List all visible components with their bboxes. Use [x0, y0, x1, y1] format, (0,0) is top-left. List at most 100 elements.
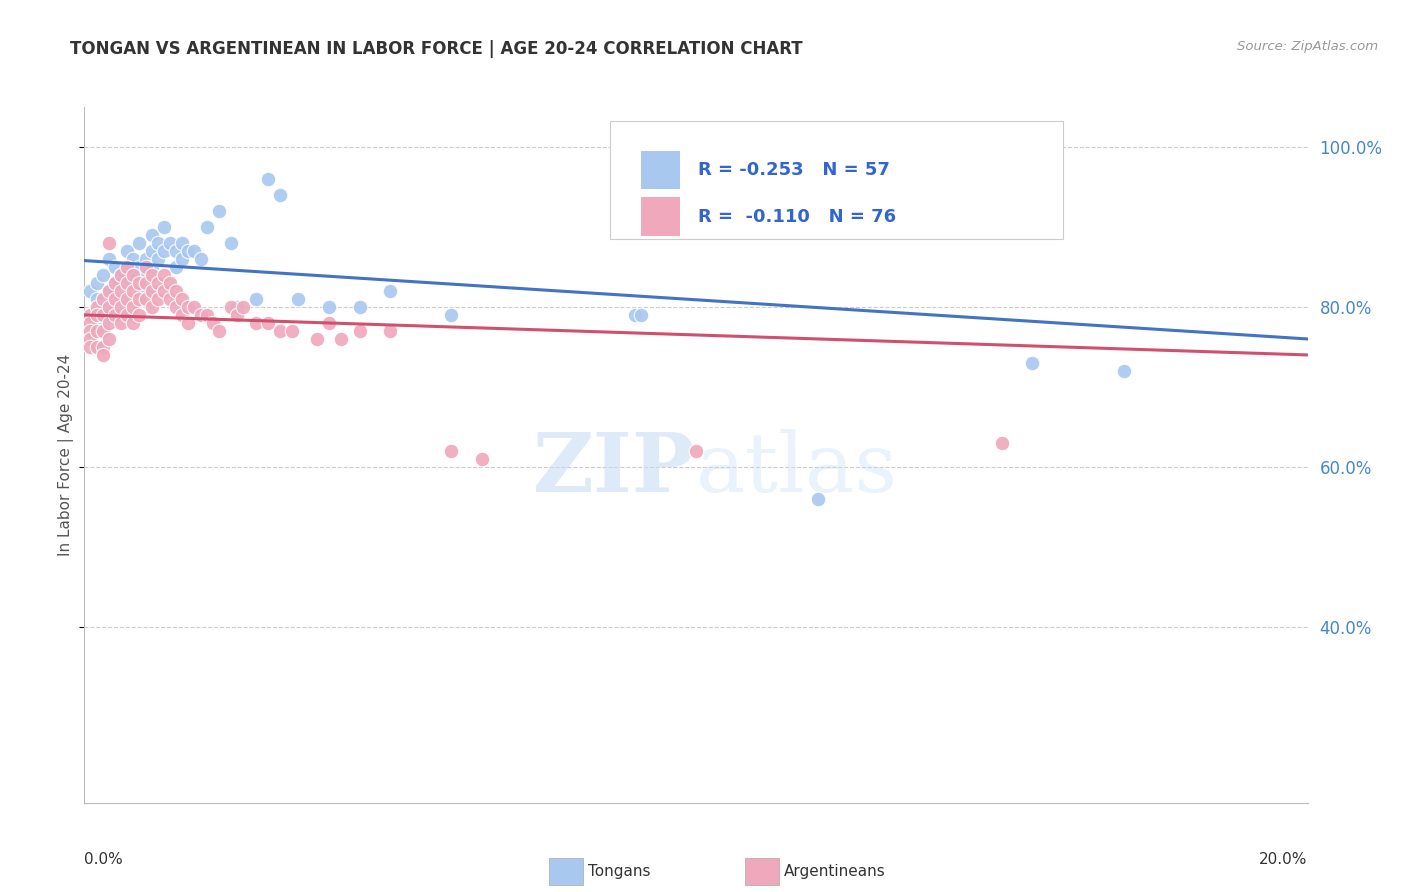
- Point: [79, 308, 101, 322]
- Point: [115, 260, 138, 274]
- Point: [97, 332, 120, 346]
- Point: [153, 268, 176, 282]
- Point: [349, 324, 371, 338]
- Point: [86, 300, 108, 314]
- Point: [165, 300, 187, 314]
- Point: [146, 276, 169, 290]
- Point: [104, 292, 127, 306]
- FancyBboxPatch shape: [641, 197, 681, 235]
- Point: [122, 268, 145, 282]
- Point: [110, 316, 132, 330]
- Point: [135, 268, 157, 282]
- Point: [172, 308, 194, 322]
- Point: [630, 308, 652, 322]
- Point: [91, 308, 114, 322]
- Point: [219, 300, 242, 314]
- Point: [245, 292, 267, 306]
- Point: [110, 268, 132, 282]
- Point: [380, 324, 402, 338]
- Point: [86, 308, 108, 322]
- Point: [201, 316, 224, 330]
- Point: [115, 244, 138, 258]
- Point: [257, 316, 280, 330]
- Point: [159, 292, 181, 306]
- Point: [146, 235, 169, 250]
- Point: [104, 276, 127, 290]
- Point: [115, 292, 138, 306]
- Point: [128, 260, 150, 274]
- Point: [624, 308, 647, 322]
- Point: [330, 332, 353, 346]
- Point: [807, 491, 830, 506]
- Point: [86, 340, 108, 354]
- Point: [183, 300, 205, 314]
- Point: [172, 292, 194, 306]
- Point: [97, 235, 120, 250]
- Point: [141, 227, 163, 242]
- Point: [141, 260, 163, 274]
- Point: [135, 260, 157, 274]
- Point: [122, 268, 145, 282]
- Point: [97, 300, 120, 314]
- Point: [104, 260, 127, 274]
- Point: [226, 300, 249, 314]
- Point: [91, 340, 114, 354]
- Point: [177, 316, 200, 330]
- FancyBboxPatch shape: [550, 858, 583, 885]
- Point: [159, 276, 181, 290]
- Point: [172, 252, 194, 266]
- Point: [226, 308, 249, 322]
- Point: [110, 308, 132, 322]
- Point: [305, 332, 328, 346]
- Point: [86, 324, 108, 338]
- Point: [146, 292, 169, 306]
- Point: [128, 235, 150, 250]
- Point: [128, 276, 150, 290]
- Point: [190, 308, 212, 322]
- Point: [153, 244, 176, 258]
- Point: [91, 268, 114, 282]
- Point: [219, 235, 242, 250]
- Point: [135, 276, 157, 290]
- Point: [141, 300, 163, 314]
- Text: Source: ZipAtlas.com: Source: ZipAtlas.com: [1237, 40, 1378, 54]
- Point: [115, 260, 138, 274]
- Point: [122, 284, 145, 298]
- Text: 20.0%: 20.0%: [1260, 852, 1308, 866]
- Point: [97, 252, 120, 266]
- Point: [183, 244, 205, 258]
- Point: [115, 308, 138, 322]
- Point: [380, 284, 402, 298]
- Text: 0.0%: 0.0%: [84, 852, 124, 866]
- Point: [110, 284, 132, 298]
- Text: TONGAN VS ARGENTINEAN IN LABOR FORCE | AGE 20-24 CORRELATION CHART: TONGAN VS ARGENTINEAN IN LABOR FORCE | A…: [70, 40, 803, 58]
- Point: [86, 276, 108, 290]
- Point: [91, 300, 114, 314]
- Point: [141, 268, 163, 282]
- Point: [208, 204, 231, 219]
- Point: [135, 292, 157, 306]
- FancyBboxPatch shape: [641, 151, 681, 189]
- Point: [97, 284, 120, 298]
- FancyBboxPatch shape: [745, 858, 779, 885]
- Point: [110, 300, 132, 314]
- Point: [135, 252, 157, 266]
- Point: [991, 436, 1014, 450]
- Point: [269, 188, 291, 202]
- Point: [128, 292, 150, 306]
- Point: [153, 284, 176, 298]
- Point: [91, 292, 114, 306]
- Text: R = -0.253   N = 57: R = -0.253 N = 57: [699, 161, 890, 178]
- Point: [91, 324, 114, 338]
- Point: [471, 451, 494, 466]
- Point: [287, 292, 309, 306]
- Point: [122, 300, 145, 314]
- Point: [128, 308, 150, 322]
- Y-axis label: In Labor Force | Age 20-24: In Labor Force | Age 20-24: [58, 354, 75, 556]
- Point: [79, 316, 101, 330]
- Point: [97, 316, 120, 330]
- Point: [172, 235, 194, 250]
- Point: [257, 172, 280, 186]
- Point: [91, 316, 114, 330]
- Point: [86, 292, 108, 306]
